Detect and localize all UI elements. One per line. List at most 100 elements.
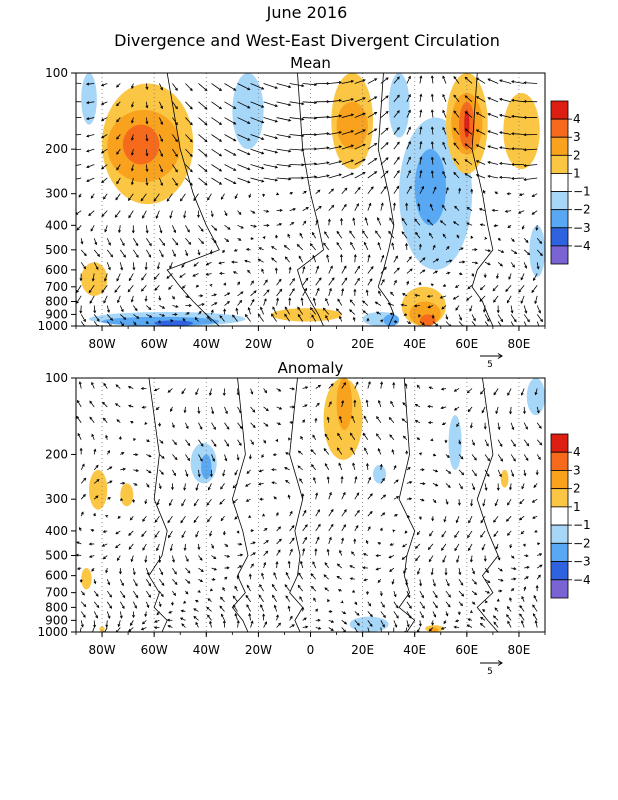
y-tick-label: 500 — [45, 243, 68, 257]
x-tick-label: 80W — [88, 337, 115, 351]
reference-vector-label: 5 — [487, 667, 493, 677]
colorbar-label: −4 — [573, 239, 591, 253]
divergence-field-neg-1 — [526, 378, 545, 416]
divergence-field-pos-3 — [122, 124, 160, 165]
figure-subtitle: Divergence and West-East Divergent Circu… — [114, 31, 500, 50]
divergence-field-neg-2 — [414, 149, 446, 226]
y-tick-label: 300 — [45, 187, 68, 201]
colorbar-label: −2 — [573, 203, 591, 217]
colorbar-swatch — [550, 245, 569, 265]
x-tick-label: 60W — [141, 643, 168, 657]
x-tick-label: 20E — [351, 643, 374, 657]
x-tick-label: 0 — [307, 337, 315, 351]
colorbar-label: −4 — [573, 573, 591, 587]
colorbar-swatch — [550, 227, 569, 247]
x-tick-label: 20E — [351, 337, 374, 351]
divergence-field-neg-1 — [349, 616, 389, 632]
colorbar-swatch — [550, 173, 569, 192]
divergence-field-pos-1 — [271, 308, 342, 322]
y-tick-label: 200 — [45, 142, 68, 156]
mean-panel: Mean 80W 60W 40W 20W 0 20E 40E 60E 80E 100 200 300 40… — [37, 54, 546, 370]
y-tick-label: 800 — [45, 600, 68, 614]
colorbar-swatch — [550, 451, 569, 471]
colorbar-label: 2 — [573, 148, 581, 162]
colorbar-swatch — [550, 100, 569, 120]
colorbar-label: 1 — [573, 166, 581, 180]
divergence-field-pos-2 — [336, 378, 353, 430]
panel-title: Mean — [290, 54, 331, 72]
x-tick-label: 80E — [508, 337, 531, 351]
y-tick-label: 400 — [45, 524, 68, 538]
divergence-field-neg-1 — [529, 225, 545, 277]
reference-vector-label: 5 — [487, 360, 493, 370]
divergence-field-pos-1 — [81, 568, 92, 590]
contour-line — [289, 378, 304, 632]
y-tick-label: 1000 — [37, 319, 68, 333]
contour-line — [297, 73, 324, 326]
colorbar-swatch — [550, 209, 569, 229]
colorbar-label: 1 — [573, 500, 581, 514]
y-tick-label: 600 — [45, 263, 68, 277]
x-tick-label: 20W — [245, 643, 272, 657]
contour-line — [398, 378, 416, 632]
figure-title: June 2016 — [266, 3, 348, 22]
divergence-field-pos-2 — [430, 627, 439, 632]
contour-line — [231, 378, 249, 632]
x-tick-label: 40E — [403, 337, 426, 351]
mean-colorbar: 4 3 2 1 −1 −2 −3 −4 — [550, 100, 591, 265]
x-tick-label: 40E — [403, 643, 426, 657]
colorbar-swatch — [550, 470, 569, 490]
x-tick-label: 40W — [193, 643, 220, 657]
y-tick-label: 300 — [45, 492, 68, 506]
y-tick-label: 800 — [45, 294, 68, 308]
colorbar-swatch — [550, 542, 569, 562]
contour-line — [377, 73, 395, 326]
colorbar-label: 3 — [573, 130, 581, 144]
wind-vectors — [76, 75, 543, 326]
x-tick-label: 0 — [307, 643, 315, 657]
divergence-field-neg-3 — [154, 320, 194, 326]
contour-line — [166, 73, 220, 326]
colorbar-label: −3 — [573, 221, 591, 235]
y-tick-label: 400 — [45, 218, 68, 232]
x-tick-label: 60E — [455, 337, 478, 351]
colorbar-swatch — [550, 524, 569, 544]
colorbar-label: 4 — [573, 445, 581, 459]
y-tick-label: 700 — [45, 280, 68, 294]
y-tick-label: 900 — [45, 307, 68, 321]
y-tick-label: 1000 — [37, 625, 68, 639]
x-tick-label: 60E — [455, 643, 478, 657]
colorbar-label: −2 — [573, 536, 591, 550]
divergence-field-neg-1 — [373, 464, 387, 484]
colorbar-label: 3 — [573, 463, 581, 477]
x-tick-label: 80E — [508, 643, 531, 657]
colorbar-swatch — [550, 579, 569, 599]
divergence-field-neg-1 — [81, 73, 97, 125]
colorbar-swatch — [550, 154, 569, 174]
divergence-field-neg-1 — [448, 415, 462, 470]
colorbar-swatch — [550, 136, 569, 156]
y-tick-label: 200 — [45, 447, 68, 461]
y-tick-label: 500 — [45, 549, 68, 563]
y-tick-label: 900 — [45, 613, 68, 627]
y-tick-label: 700 — [45, 586, 68, 600]
x-tick-label: 20W — [245, 337, 272, 351]
anomaly-panel: Anomaly 80W 60W 40W 20W 0 20E 40E 60E 80E 100 200 30… — [37, 359, 546, 677]
divergence-field-pos-1 — [120, 483, 134, 507]
y-tick-label: 100 — [45, 371, 68, 385]
contour-line — [476, 378, 499, 632]
y-tick-label: 600 — [45, 569, 68, 583]
colorbar-label: −3 — [573, 555, 591, 569]
colorbar-swatch — [550, 433, 569, 453]
divergence-field-neg-1 — [232, 73, 264, 150]
divergence-field-pos-1 — [89, 469, 108, 510]
colorbar-label: 2 — [573, 482, 581, 496]
x-tick-label: 40W — [193, 337, 220, 351]
divergence-field-neg-1 — [388, 73, 410, 138]
divergence-field-pos-1 — [503, 93, 540, 170]
wind-vectors — [76, 381, 543, 632]
anomaly-colorbar: 4 3 2 1 −1 −2 −3 −4 — [550, 433, 591, 599]
y-tick-label: 100 — [45, 66, 68, 80]
colorbar-label: −1 — [573, 185, 591, 199]
